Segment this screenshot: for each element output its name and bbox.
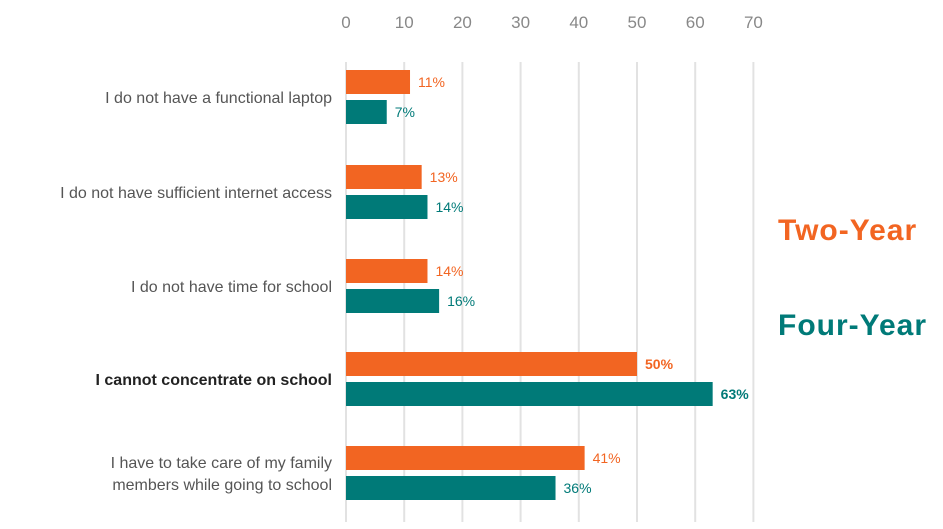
x-tick-label: 50: [628, 13, 647, 32]
bar-four-year-3: [346, 382, 713, 406]
value-label: 11%: [418, 74, 445, 90]
value-label: 7%: [395, 104, 415, 120]
value-label: 41%: [593, 450, 621, 466]
bar-two-year-4: [346, 446, 585, 470]
category-label: I do not have time for school: [131, 279, 332, 296]
x-tick-label: 30: [511, 13, 530, 32]
bar-four-year-0: [346, 100, 387, 124]
value-label: 36%: [564, 480, 592, 496]
x-axis-ticks: 0 10 20 30 40 50 60 70: [341, 13, 763, 32]
legend-item-four-year: Four-Year: [778, 309, 927, 342]
value-label: 63%: [721, 386, 750, 402]
category-label: I do not have sufficient internet access: [60, 185, 332, 202]
legend: Two-Year Four-Year: [778, 214, 927, 342]
legend-item-two-year: Two-Year: [778, 214, 917, 247]
bar-four-year-4: [346, 476, 556, 500]
value-label: 16%: [447, 293, 475, 309]
bar-two-year-1: [346, 165, 422, 189]
x-tick-label: 60: [686, 13, 705, 32]
bar-four-year-2: [346, 289, 440, 313]
value-labels: 11% 13% 14% 50% 41% 7% 14% 16% 63% 36%: [395, 74, 749, 496]
x-tick-label: 70: [744, 13, 763, 32]
category-label: I have to take care of my family: [111, 455, 332, 472]
category-label: members while going to school: [112, 477, 332, 494]
category-label: I cannot concentrate on school: [96, 372, 332, 389]
bars: [346, 70, 713, 500]
value-label: 50%: [645, 356, 674, 372]
bar-two-year-3: [346, 352, 637, 376]
value-label: 14%: [435, 199, 463, 215]
x-tick-label: 40: [569, 13, 588, 32]
category-labels: I do not have a functional laptop I do no…: [60, 90, 332, 494]
x-tick-label: 10: [395, 13, 414, 32]
bar-four-year-1: [346, 195, 428, 219]
value-label: 14%: [435, 263, 463, 279]
category-label: I do not have a functional laptop: [105, 90, 332, 107]
x-tick-label: 20: [453, 13, 472, 32]
value-label: 13%: [430, 169, 458, 185]
bar-two-year-0: [346, 70, 411, 94]
x-tick-label: 0: [341, 13, 350, 32]
bar-two-year-2: [346, 259, 428, 283]
gridlines: [345, 62, 755, 522]
